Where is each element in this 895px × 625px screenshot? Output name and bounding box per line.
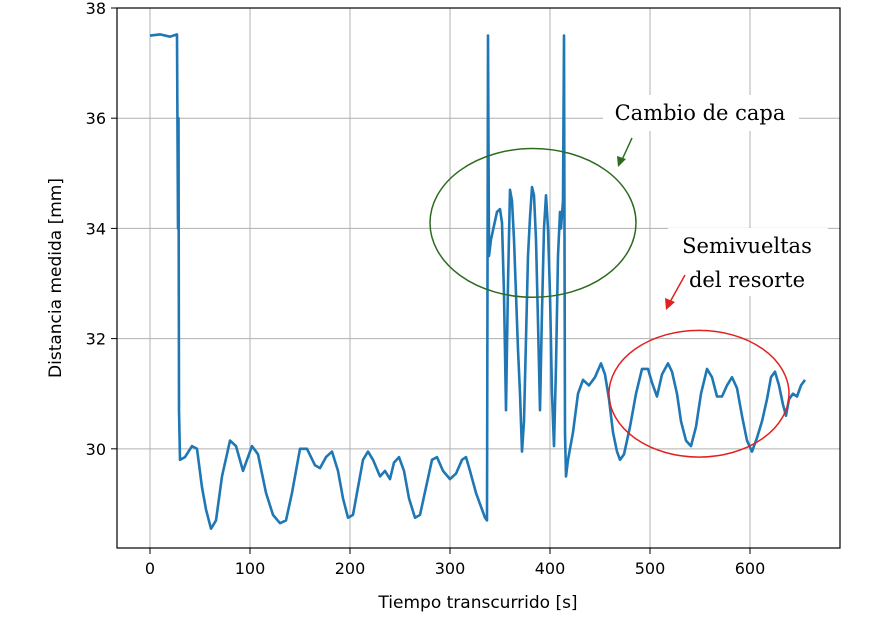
series-line	[149, 33, 807, 530]
y-tick-label: 30	[86, 440, 106, 459]
highlight-ellipse	[429, 147, 637, 299]
x-axis: 0 100 200 300 400 500 600	[145, 548, 765, 578]
arrowhead-icon	[617, 156, 626, 167]
plot-frame	[116, 7, 841, 549]
annotation-label-line2: del resorte	[689, 268, 805, 292]
x-tick-label: 0	[145, 559, 155, 578]
series-group	[149, 33, 807, 530]
x-tick-label: 200	[335, 559, 366, 578]
annotation-background	[603, 95, 799, 131]
annotation-label: Cambio de capa	[615, 101, 786, 125]
annotation-layer-change: Cambio de capa	[429, 95, 799, 299]
annotation-background	[668, 228, 828, 296]
x-tick-label: 400	[535, 559, 566, 578]
arrowhead-icon	[665, 298, 675, 310]
highlight-ellipse	[608, 329, 790, 458]
x-tick-label: 600	[735, 559, 766, 578]
y-axis: 30 32 34 36 38	[86, 0, 117, 459]
x-tick-label: 100	[235, 559, 266, 578]
y-axis-label: Distancia medida [mm]	[46, 178, 66, 378]
annotation-spring-turns: Semivueltas del resorte	[608, 228, 828, 458]
y-tick-label: 32	[86, 330, 106, 349]
x-tick-label: 300	[435, 559, 466, 578]
x-tick-label: 500	[635, 559, 666, 578]
y-tick-label: 34	[86, 219, 106, 238]
annotation-arrow	[669, 274, 686, 303]
x-axis-label: Tiempo transcurrido [s]	[377, 593, 577, 613]
y-tick-label: 36	[86, 109, 106, 128]
annotation-label-line1: Semivueltas	[682, 234, 812, 258]
y-tick-label: 38	[86, 0, 106, 18]
